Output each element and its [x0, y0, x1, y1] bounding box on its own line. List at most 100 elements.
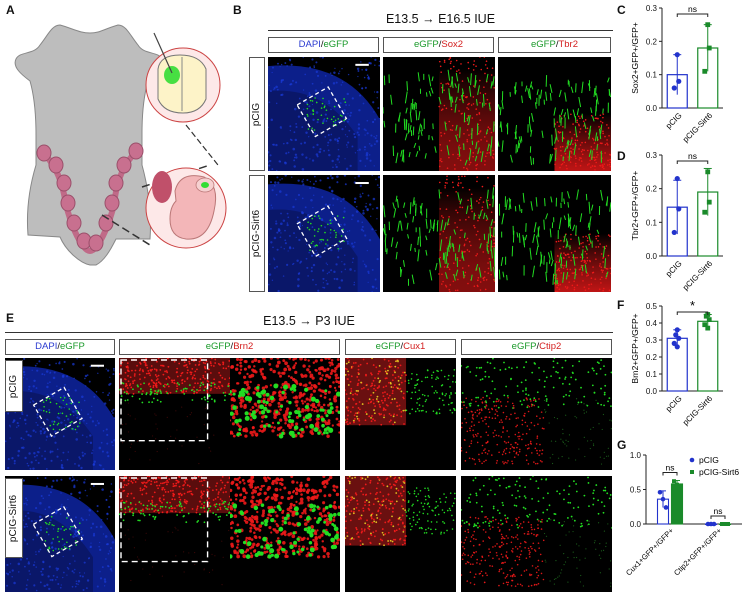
data-point: [676, 335, 682, 341]
data-point: [675, 482, 679, 487]
data-point: [705, 22, 711, 28]
micrograph-e-pcig-ctip2: [461, 358, 612, 470]
panel-e-title-rule: [5, 332, 613, 333]
data-point: [671, 85, 677, 91]
data-point: [676, 206, 682, 212]
y-tick-label: 0.0: [646, 252, 658, 261]
data-point: [702, 209, 708, 215]
panel-label-f: F: [617, 298, 625, 312]
data-point: [705, 169, 711, 175]
panel-label-e: E: [6, 311, 15, 325]
data-point: [674, 327, 680, 333]
y-axis-label: Brn2+GFP+/GFP+: [630, 313, 640, 383]
bar: [670, 483, 684, 525]
significance-label: ns: [688, 4, 697, 14]
micrograph-b-sirt6-tbr2: [498, 175, 611, 292]
panel-e-row-pcig: pCIG: [5, 360, 23, 412]
data-point: [674, 175, 680, 182]
micrograph-e-pcig-cux1: [345, 358, 456, 470]
data-point: [673, 332, 679, 338]
data-point: [676, 78, 682, 84]
panel-b-title-rule: [268, 30, 613, 31]
y-tick-label: 0.0: [630, 520, 642, 529]
x-tick-label: pCIG: [664, 111, 684, 131]
legend-marker: [690, 470, 694, 474]
panel-b-col-egfp-tbr2: eGFP/Tbr2: [498, 37, 611, 53]
data-point: [702, 322, 708, 328]
y-tick-label: 0.1: [646, 370, 658, 379]
y-tick-label: 0.4: [646, 319, 658, 328]
y-tick-label: 0.2: [646, 353, 658, 362]
data-point: [660, 496, 666, 502]
significance-label: ns: [688, 151, 697, 161]
y-tick-label: 0.5: [646, 302, 658, 311]
data-point: [706, 199, 712, 205]
y-tick-label: 0.3: [646, 4, 658, 13]
significance-label: ns: [666, 463, 675, 473]
significance-bracket: [676, 13, 709, 17]
data-point: [672, 479, 676, 484]
y-tick-label: 0.1: [646, 71, 658, 80]
data-point: [711, 521, 717, 527]
x-tick-label: pCIG-Sirt6: [681, 259, 714, 292]
x-tick-label: pCIG: [664, 259, 684, 279]
y-tick-label: 0.2: [646, 37, 658, 46]
mouse-body: [14, 24, 164, 266]
significance-label: ns: [714, 506, 723, 516]
data-point: [702, 68, 708, 74]
panel-label-g: G: [617, 438, 627, 452]
panel-e-col-egfp-cux1: eGFP/Cux1: [345, 339, 456, 355]
data-point: [720, 522, 724, 526]
micrograph-e-pcig-brn2-low: [119, 358, 230, 470]
legend-label: pCIG: [699, 455, 719, 465]
panel-e-title: E13.5 → P3 IUE: [263, 314, 355, 328]
significance-bracket: [662, 472, 678, 476]
panel-label-a: A: [6, 3, 15, 17]
iue-schematic: [14, 24, 227, 266]
y-tick-label: 0.3: [646, 151, 658, 160]
panel-label-b: B: [233, 3, 242, 17]
y-axis-label: Tbr2+GFP+/GFP+: [630, 171, 640, 241]
x-tick-label: pCIG-Sirt6: [681, 111, 714, 144]
data-point: [706, 45, 712, 51]
significance-bracket: [710, 515, 726, 519]
data-point: [706, 317, 712, 322]
data-point: [663, 505, 669, 510]
data-point: [657, 489, 663, 495]
micrograph-b-pcig-tbr2: [498, 57, 611, 171]
y-tick-label: 0.0: [646, 387, 658, 396]
micrograph-e-pcig-brn2-zoom: [230, 358, 340, 470]
micrograph-e-pcig-dapi: [5, 358, 115, 470]
data-point: [671, 340, 677, 346]
panel-e-col-dapi-egfp: DAPI/eGFP: [5, 339, 115, 355]
x-tick-label: pCIG-Sirt6: [681, 394, 714, 427]
data-point: [723, 522, 727, 526]
y-tick-label: 0.2: [646, 185, 658, 194]
legend-label: pCIG-Sirt6: [699, 467, 739, 477]
micrograph-e-sirt6-brn2-zoom: [230, 476, 340, 592]
panel-label-d: D: [617, 149, 626, 163]
panel-b-row-pcig-sirt6: pCIG-Sirt6: [249, 175, 265, 292]
micrograph-e-sirt6-cux1: [345, 476, 456, 592]
data-point: [678, 484, 682, 489]
bar: [697, 320, 719, 392]
panel-b-title: E13.5 → E16.5 IUE: [385, 12, 496, 26]
x-tick-label: Ctip2+GFP+/GFP+: [672, 526, 724, 578]
significance-bracket: [676, 311, 709, 315]
micrograph-e-sirt6-brn2-low: [119, 476, 230, 592]
legend-marker: [689, 457, 695, 463]
y-tick-label: 0.0: [646, 104, 658, 113]
panel-e-col-egfp-brn2: eGFP/Brn2: [119, 339, 340, 355]
y-tick-label: 0.1: [646, 218, 658, 227]
panel-e-row-pcig-sirt6: pCIG-Sirt6: [5, 478, 23, 558]
micrograph-b-pcig-dapi: [268, 57, 380, 171]
micrograph-b-sirt6-sox2: [383, 175, 495, 292]
data-point: [674, 344, 680, 350]
micrograph-b-pcig-sox2: [383, 57, 495, 171]
x-tick-label: pCIG: [664, 394, 684, 414]
y-tick-label: 0.3: [646, 336, 658, 345]
panel-b-col-egfp-sox2: eGFP/Sox2: [383, 37, 494, 53]
micrograph-e-sirt6-dapi: [5, 476, 115, 592]
data-point: [703, 313, 709, 319]
micrograph-b-sirt6-dapi: [268, 175, 380, 292]
